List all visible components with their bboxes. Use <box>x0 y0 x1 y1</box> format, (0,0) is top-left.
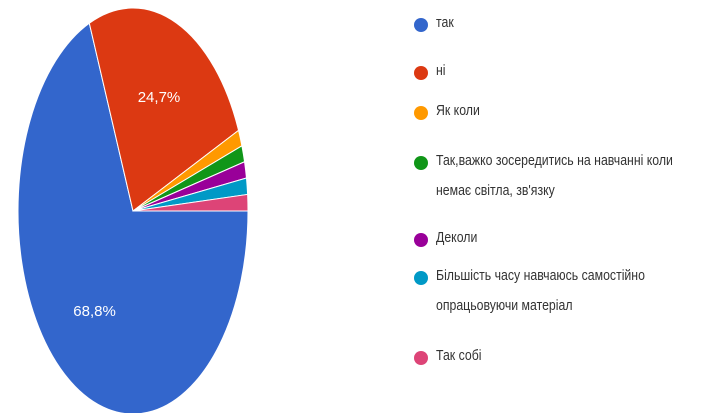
legend-label: Так,важко зосередитись на навчанні коли … <box>436 152 673 199</box>
legend-marker <box>414 271 428 285</box>
legend-marker <box>414 18 428 32</box>
pie-slice <box>17 22 249 413</box>
legend-label: так <box>436 14 454 31</box>
legend-label: Як коли <box>436 102 480 119</box>
legend-marker <box>414 106 428 120</box>
slice-label: 24,7% <box>138 89 181 106</box>
legend-label: ні <box>436 62 446 79</box>
legend-marker <box>414 351 428 365</box>
legend-item: так <box>414 14 705 38</box>
legend-item: Так собі <box>414 347 705 371</box>
legend-label: Деколи <box>436 229 478 246</box>
legend-item: ні <box>414 62 705 86</box>
legend-label: Так собі <box>436 347 482 364</box>
legend-item: Так,важко зосередитись на навчанні коли … <box>414 152 705 206</box>
slice-label: 68,8% <box>73 303 116 320</box>
legend-marker <box>414 233 428 247</box>
legend-label: Більшість часу навчаюсь самостійно опрац… <box>436 267 645 314</box>
legend-marker <box>414 66 428 80</box>
legend-item: Деколи <box>414 229 705 253</box>
legend-item: Більшість часу навчаюсь самостійно опрац… <box>414 267 705 321</box>
pie-slice <box>88 7 240 212</box>
legend-marker <box>414 156 428 170</box>
legend-item: Як коли <box>414 102 705 126</box>
pie-slice <box>132 193 249 212</box>
